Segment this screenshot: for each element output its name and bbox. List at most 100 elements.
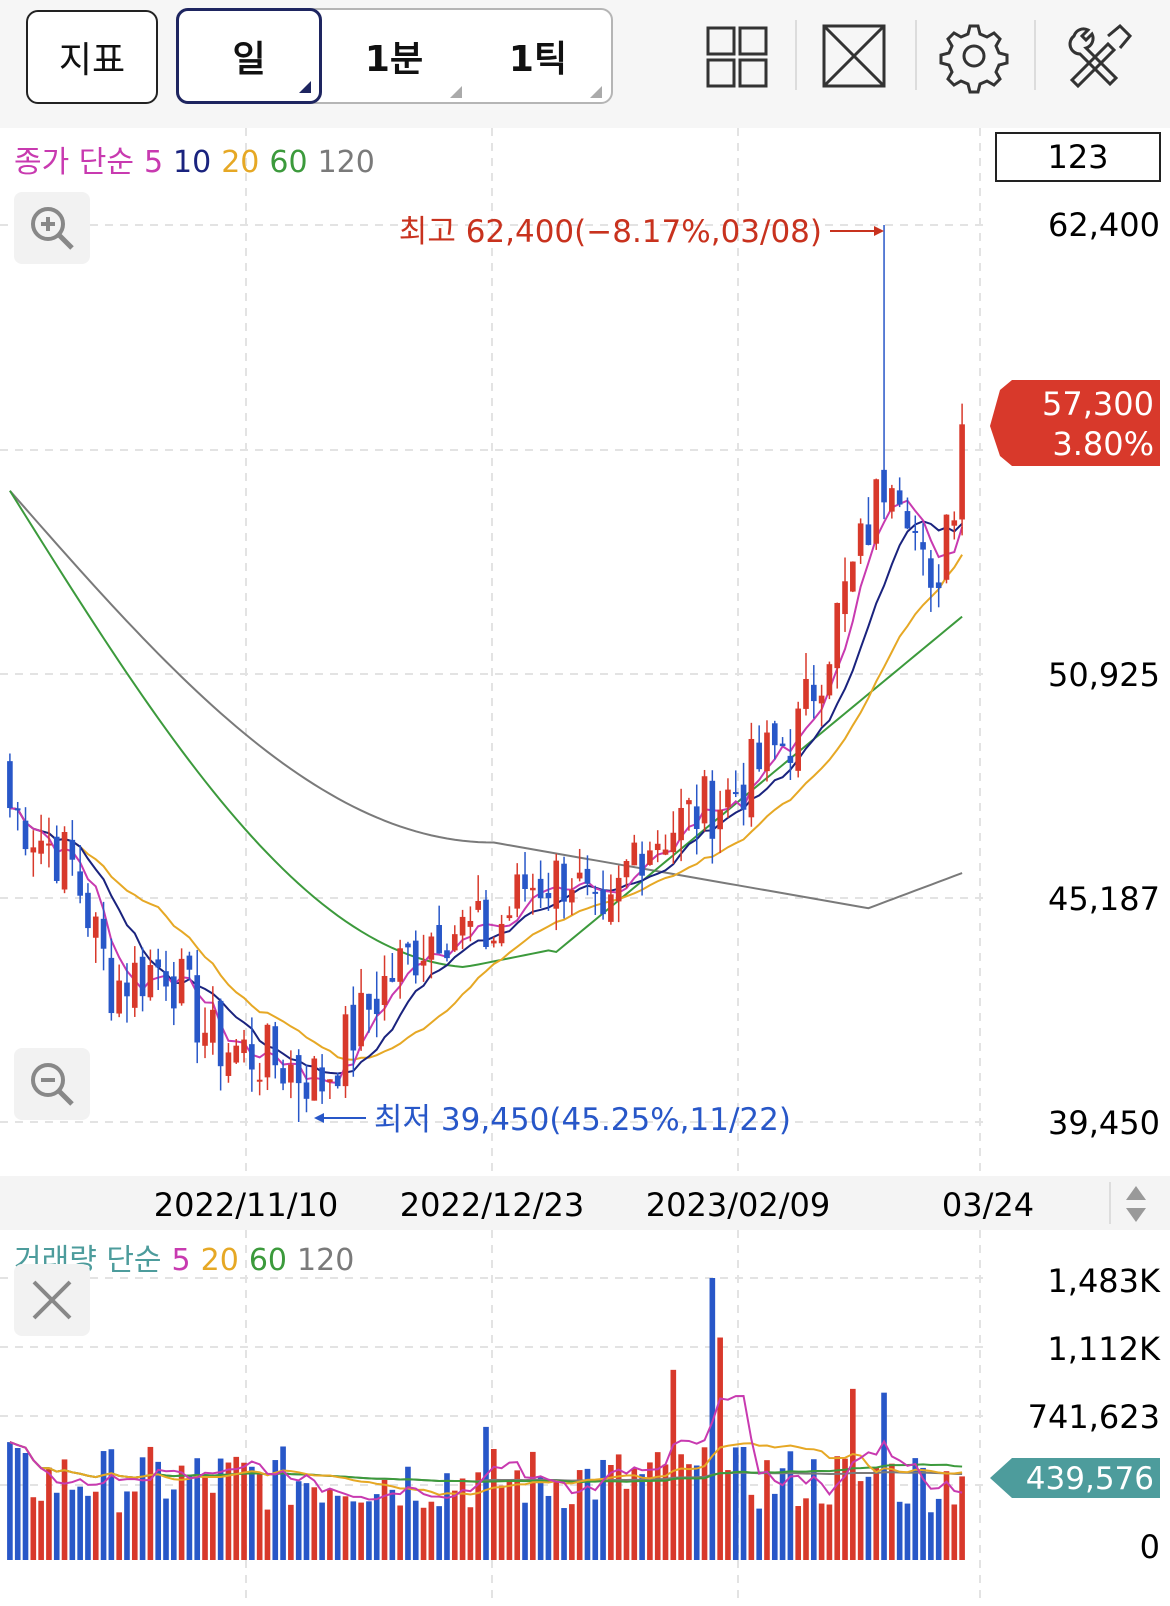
volume-bar <box>764 1460 770 1560</box>
candle-body <box>92 916 99 938</box>
volume-bar <box>608 1464 614 1560</box>
volume-bar <box>787 1451 794 1560</box>
volume-bar <box>38 1500 44 1560</box>
volume-bar <box>584 1468 591 1560</box>
period-minute-button[interactable]: 1분 <box>326 10 462 102</box>
candle-body <box>342 1014 349 1087</box>
volume-bar <box>116 1512 122 1560</box>
candle-body <box>935 582 942 589</box>
current-volume-badge <box>990 1458 1160 1498</box>
candle-body <box>881 469 887 503</box>
indicator-button[interactable]: 지표 <box>26 10 158 104</box>
volume-bar <box>342 1496 349 1560</box>
candle-body <box>147 965 154 998</box>
fullscreen-icon[interactable] <box>812 14 896 98</box>
volume-bar <box>935 1498 942 1560</box>
candle-body <box>647 850 653 865</box>
candle-body <box>389 977 396 982</box>
current-change: 3.80% <box>1052 425 1154 463</box>
legend-ma10: 10 <box>173 145 211 180</box>
candle-body <box>131 962 138 1008</box>
candle-body <box>725 789 731 808</box>
close-volume-button[interactable] <box>14 1264 90 1336</box>
settings-gear-icon[interactable] <box>932 14 1016 98</box>
layout-grid-icon[interactable] <box>694 14 778 98</box>
y-tick-label: 50,925 <box>1048 656 1160 694</box>
candle-body <box>116 980 122 1014</box>
volume-bar <box>459 1478 466 1560</box>
current-volume: 439,576 <box>1026 1461 1154 1497</box>
volume-bar <box>771 1493 778 1560</box>
volume-bar <box>334 1495 341 1560</box>
candle-body <box>85 892 91 929</box>
volume-bar <box>147 1446 154 1560</box>
volume-bar <box>327 1488 333 1560</box>
candle-body <box>545 893 552 899</box>
volume-bar <box>178 1465 185 1560</box>
volume-bar <box>522 1502 528 1560</box>
candle-body <box>288 1064 294 1083</box>
volume-bar <box>264 1509 271 1560</box>
candle-body <box>373 998 380 1015</box>
candle-body <box>561 863 567 902</box>
candle-body <box>928 558 934 588</box>
volume-bar <box>389 1489 396 1560</box>
candle-body <box>381 976 388 1005</box>
y-tick-label: 39,450 <box>1048 1104 1160 1142</box>
candle-body <box>217 1000 224 1067</box>
dropdown-corner-icon <box>590 86 602 98</box>
volume-bar <box>904 1503 911 1560</box>
volume-bar <box>170 1489 177 1560</box>
candle-body <box>693 806 700 829</box>
candle-body <box>46 843 52 846</box>
volume-bar <box>670 1369 677 1560</box>
volume-bar <box>553 1480 560 1560</box>
y-tick-label: 62,400 <box>1048 206 1160 244</box>
price-chart-panel[interactable]: 종가 단순 5 10 20 60 120 123 최고 62,400(−8.17%,03/… <box>0 128 1170 1176</box>
volume-bar <box>436 1506 442 1560</box>
candle-body <box>717 809 723 830</box>
candle-body <box>350 1004 357 1051</box>
vol-ma5-line <box>9 1394 963 1501</box>
volume-bar <box>842 1458 848 1560</box>
volume-bar <box>662 1464 669 1560</box>
volume-bar <box>951 1504 958 1560</box>
toolbar-divider <box>795 20 797 90</box>
tools-icon[interactable] <box>1058 14 1142 98</box>
legend-ma60: 60 <box>269 145 307 180</box>
ma20-line <box>9 554 963 1061</box>
candle-body <box>654 843 661 851</box>
zoom-out-button[interactable] <box>14 1048 90 1120</box>
volume-bar <box>896 1501 903 1560</box>
candle-body <box>873 479 880 544</box>
volume-bar <box>319 1502 325 1560</box>
volume-bar <box>569 1504 575 1560</box>
candle-body <box>451 934 458 951</box>
period-tick-button[interactable]: 1틱 <box>468 10 608 102</box>
volume-chart-panel[interactable]: 거래량 단순 5 20 60 120 1,483K 1,112K 741,623 0 4… <box>0 1230 1170 1602</box>
count-box[interactable] <box>995 132 1161 182</box>
candle-body <box>428 936 435 960</box>
volume-bar <box>280 1446 286 1560</box>
y-tick-label: 45,187 <box>1048 880 1160 918</box>
volume-bar <box>483 1426 489 1560</box>
volume-bar <box>92 1491 99 1560</box>
volume-bar <box>256 1472 263 1560</box>
volume-bar <box>701 1447 708 1560</box>
volume-bar <box>576 1470 583 1560</box>
candle-body <box>748 738 755 818</box>
candle-body <box>584 868 591 884</box>
vol-ma60-line <box>9 1441 963 1484</box>
candle-body <box>670 832 677 853</box>
period-day-button[interactable]: 일 <box>176 8 322 104</box>
volume-bar <box>732 1447 739 1560</box>
zoom-in-button[interactable] <box>14 192 90 264</box>
volume-bar <box>444 1473 450 1560</box>
volume-bar <box>100 1451 107 1560</box>
volume-bar <box>795 1506 802 1560</box>
volume-bar <box>428 1501 435 1560</box>
panel-resize-icon[interactable] <box>1126 1186 1146 1222</box>
volume-bar <box>748 1494 755 1560</box>
dropdown-corner-icon <box>299 81 311 93</box>
volume-bar <box>600 1459 606 1560</box>
